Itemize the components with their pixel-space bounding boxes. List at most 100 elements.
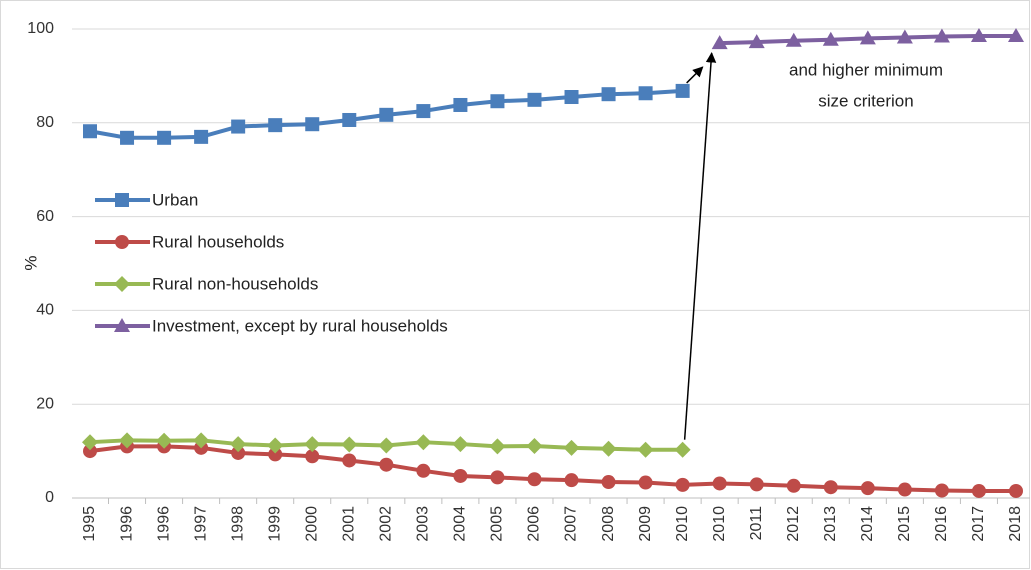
x-tick-label: 2000 (303, 506, 320, 542)
data-point (305, 449, 320, 464)
data-point (230, 436, 247, 453)
y-axis-label: % (21, 255, 40, 270)
x-tick-label: 2005 (489, 506, 506, 542)
data-point (933, 28, 950, 43)
data-point (83, 444, 97, 459)
x-tick-label: 1997 (192, 506, 209, 542)
data-point (526, 437, 543, 454)
x-tick-label: 2010 (674, 506, 691, 542)
data-point (823, 480, 838, 495)
legend-label: Rural households (152, 232, 284, 251)
data-point (416, 463, 431, 478)
data-point (119, 432, 136, 449)
annotation: and higher minimum (789, 60, 943, 79)
data-point (601, 475, 616, 490)
x-tick-label: 2010 (711, 506, 728, 542)
data-point (527, 472, 542, 487)
data-point (638, 475, 653, 490)
data-point (267, 437, 284, 454)
data-point (822, 31, 839, 46)
data-point (453, 468, 468, 483)
data-point (527, 92, 542, 107)
data-point (674, 441, 691, 458)
legend-marker (115, 235, 129, 249)
data-point (1009, 483, 1023, 498)
data-point (637, 441, 654, 458)
data-point (416, 104, 431, 119)
x-tick-label: 2013 (822, 506, 839, 542)
data-point (268, 447, 283, 462)
data-point (970, 28, 987, 43)
x-tick-label: 2002 (378, 506, 395, 542)
data-point (83, 124, 97, 139)
data-point (897, 482, 912, 497)
x-tick-label: 2018 (1007, 506, 1024, 542)
x-tick-label: 2015 (896, 506, 913, 542)
data-point (194, 129, 209, 144)
data-point (490, 470, 505, 485)
legend-marker (114, 276, 130, 292)
data-point (564, 473, 579, 488)
y-tick-label: 40 (36, 302, 54, 319)
data-point (601, 87, 616, 102)
data-point (452, 436, 469, 453)
y-tick-label: 0 (45, 489, 54, 506)
x-tick-label: 2003 (415, 506, 432, 542)
data-point (859, 30, 876, 45)
y-tick-label: 80 (36, 114, 54, 131)
data-point (1008, 28, 1024, 43)
legend-label: Urban (152, 190, 198, 209)
data-point (748, 34, 765, 49)
x-tick-label: 1999 (266, 506, 283, 542)
legend-marker (115, 193, 129, 207)
arrow (686, 66, 704, 84)
data-point (675, 83, 690, 98)
x-tick-label: 1995 (81, 506, 98, 542)
data-point (120, 130, 135, 145)
data-point (342, 453, 357, 468)
data-point (638, 86, 653, 101)
data-point (712, 476, 727, 491)
data-point (749, 477, 764, 492)
data-point (934, 483, 949, 498)
x-tick-label: 2006 (526, 506, 543, 542)
legend-label: Investment, except by rural households (152, 316, 448, 335)
data-point (786, 478, 801, 493)
data-point (490, 94, 505, 109)
arrow (683, 52, 717, 440)
data-point (231, 445, 246, 460)
legend-marker (114, 318, 130, 332)
data-point (379, 457, 394, 472)
y-tick-label: 100 (27, 20, 54, 37)
y-tick-label: 20 (36, 395, 54, 412)
x-tick-label: 2001 (340, 506, 357, 542)
data-point (563, 439, 580, 456)
data-point (156, 432, 173, 449)
data-point (231, 119, 246, 134)
data-point (341, 436, 358, 453)
x-tick-label: 1996 (118, 506, 135, 542)
data-point (342, 112, 357, 127)
data-point (860, 481, 875, 496)
data-point (564, 90, 579, 105)
x-tick-label: 1998 (229, 506, 246, 542)
x-tick-label: 2004 (452, 506, 469, 542)
data-point (971, 483, 986, 498)
x-tick-label: 2011 (748, 506, 765, 541)
legend-label: Rural non-households (152, 274, 318, 293)
x-tick-label: 2009 (637, 506, 654, 542)
data-point (268, 118, 283, 133)
data-point (711, 35, 728, 50)
data-point (600, 440, 617, 457)
data-point (378, 437, 395, 454)
data-point (785, 32, 802, 47)
y-tick-label: 60 (36, 208, 54, 225)
data-point (82, 434, 98, 451)
data-point (304, 436, 321, 453)
x-tick-label: 2007 (563, 506, 580, 542)
x-tick-label: 2016 (933, 506, 950, 542)
x-tick-label: 1996 (155, 506, 172, 542)
data-point (489, 438, 506, 455)
